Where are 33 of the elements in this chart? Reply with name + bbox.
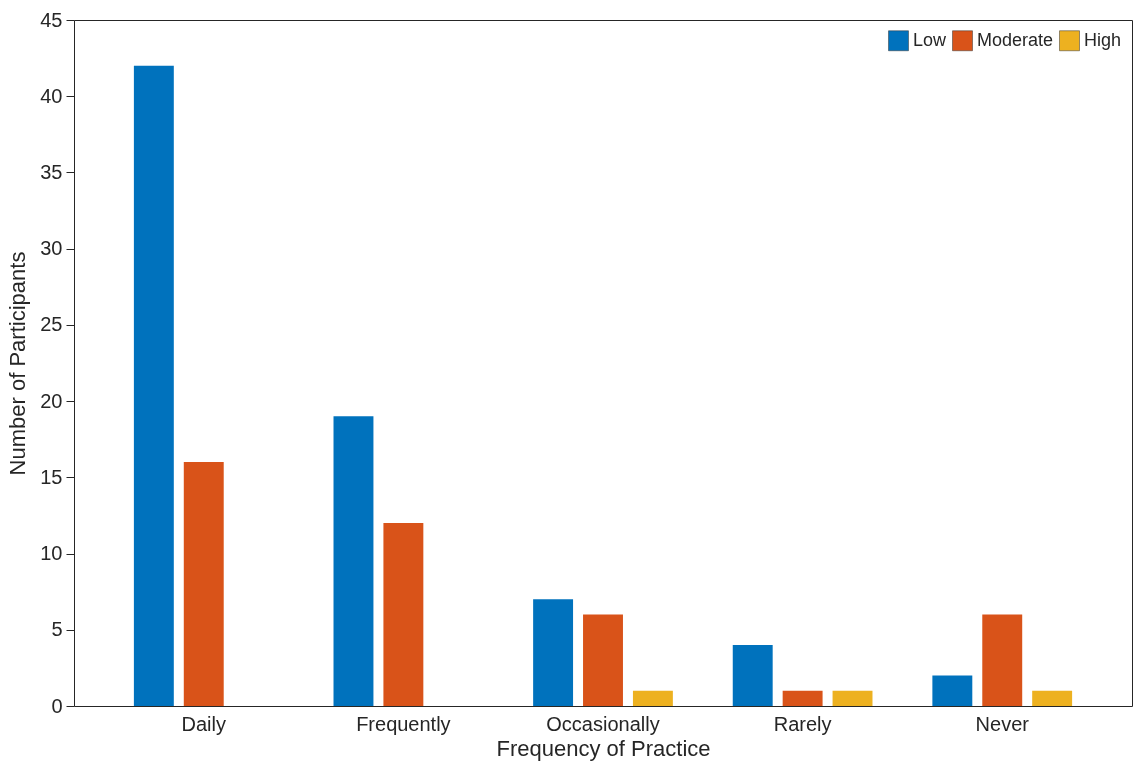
x-tick-label: Never xyxy=(975,712,1030,735)
bar xyxy=(533,599,574,706)
y-tick-label: 20 xyxy=(40,389,63,412)
y-tick-label: 25 xyxy=(40,313,63,336)
bar xyxy=(932,675,973,706)
bar xyxy=(183,462,224,706)
x-tick-label: Rarely xyxy=(773,712,832,735)
y-tick-label: 5 xyxy=(51,618,63,641)
bar xyxy=(333,416,374,706)
bar xyxy=(133,65,174,706)
legend-label: Moderate xyxy=(977,29,1054,50)
y-tick-label: 15 xyxy=(40,465,63,488)
bar xyxy=(1032,690,1073,706)
x-axis-title: Frequency of Practice xyxy=(496,735,711,761)
legend-label: High xyxy=(1084,29,1122,50)
bar xyxy=(732,645,773,706)
y-tick-label: 30 xyxy=(40,237,63,260)
y-tick-label: 40 xyxy=(40,84,63,107)
y-axis-title: Number of Participants xyxy=(5,251,31,476)
y-tick-label: 10 xyxy=(40,542,63,565)
x-tick-label: Daily xyxy=(181,712,226,735)
x-tick-label: Occasionally xyxy=(546,712,660,735)
bar xyxy=(383,523,424,706)
y-tick-label: 45 xyxy=(40,8,63,31)
bar xyxy=(782,690,823,706)
legend-label: Low xyxy=(913,29,948,50)
bar xyxy=(832,690,873,706)
y-tick-label: 35 xyxy=(40,160,63,183)
x-tick-label: Frequently xyxy=(356,712,451,735)
bar xyxy=(982,614,1023,706)
bar xyxy=(632,690,673,706)
bar xyxy=(583,614,623,706)
y-tick-label: 0 xyxy=(51,694,63,717)
